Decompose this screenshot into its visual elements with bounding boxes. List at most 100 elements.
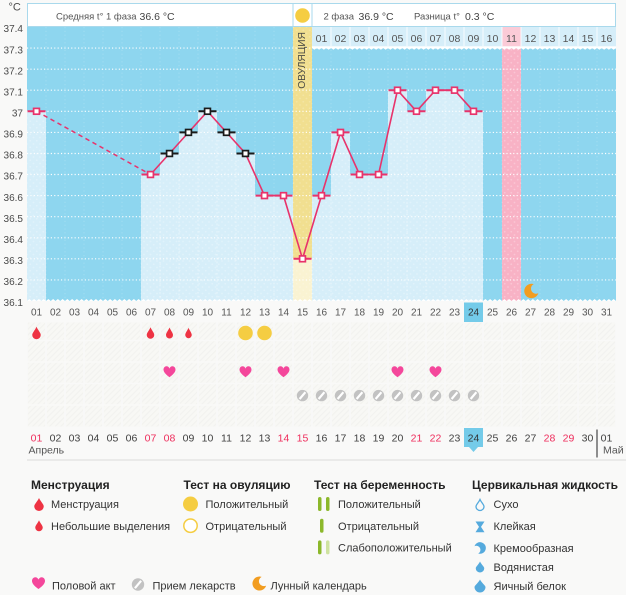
svg-text:Тест на беременность: Тест на беременность [314,478,445,492]
svg-text:36.1: 36.1 [4,298,24,309]
svg-text:08: 08 [164,308,176,319]
svg-text:36.7: 36.7 [4,172,24,183]
svg-text:Кремообразная: Кремообразная [494,543,574,555]
svg-text:16: 16 [601,33,613,45]
svg-text:Менструация: Менструация [31,478,110,492]
svg-text:07: 07 [430,33,442,45]
svg-text:09: 09 [468,33,480,45]
svg-text:07: 07 [145,308,157,319]
svg-text:Положительный: Положительный [206,499,289,511]
svg-text:05: 05 [392,33,404,45]
svg-text:23: 23 [449,433,461,445]
svg-text:09: 09 [183,433,195,445]
svg-text:01: 01 [316,33,328,45]
svg-text:19: 19 [373,433,385,445]
svg-text:01: 01 [31,308,43,319]
svg-text:05: 05 [107,308,119,319]
svg-text:10: 10 [202,308,214,319]
svg-text:16: 16 [316,433,328,445]
svg-text:03: 03 [69,308,81,319]
svg-text:08: 08 [164,433,176,445]
svg-text:02: 02 [50,433,62,445]
svg-text:36.6 °C: 36.6 °C [140,11,176,23]
svg-text:04: 04 [373,33,385,45]
svg-text:36.6: 36.6 [4,193,24,204]
svg-text:37.3: 37.3 [4,45,24,56]
svg-text:14: 14 [278,433,290,445]
svg-text:03: 03 [69,433,81,445]
svg-text:36.9 °C: 36.9 °C [359,11,395,23]
svg-text:Водянистая: Водянистая [494,562,554,574]
svg-text:36.3: 36.3 [4,256,24,267]
svg-text:12: 12 [240,433,252,445]
svg-text:0.3 °C: 0.3 °C [465,11,495,23]
svg-text:22: 22 [430,433,442,445]
svg-text:Тест на овуляцию: Тест на овуляцию [184,478,291,492]
svg-text:01: 01 [601,433,613,445]
svg-text:24: 24 [468,308,480,319]
svg-text:30: 30 [582,433,594,445]
svg-text:17: 17 [335,308,347,319]
svg-text:02: 02 [50,308,62,319]
svg-text:27: 27 [525,308,537,319]
svg-text:22: 22 [430,308,442,319]
svg-text:18: 18 [354,433,366,445]
svg-text:37.1: 37.1 [4,87,24,98]
svg-text:26: 26 [506,308,518,319]
svg-text:12: 12 [525,33,537,45]
svg-text:09: 09 [183,308,195,319]
svg-text:21: 21 [411,433,423,445]
svg-text:06: 06 [411,33,423,45]
svg-text:36.2: 36.2 [4,277,24,288]
svg-text:Отрицательный: Отрицательный [338,521,419,533]
svg-text:Цервикальная жидкость: Цервикальная жидкость [472,478,618,492]
svg-text:13: 13 [259,433,271,445]
svg-text:20: 20 [392,433,404,445]
svg-text:03: 03 [354,33,366,45]
svg-text:Положительный: Положительный [338,499,421,511]
svg-text:Апрель: Апрель [29,445,65,457]
svg-text:13: 13 [544,33,556,45]
svg-text:28: 28 [544,308,556,319]
svg-text:29: 29 [563,433,575,445]
svg-text:25: 25 [487,308,499,319]
svg-text:15: 15 [297,433,309,445]
svg-text:07: 07 [145,433,157,445]
svg-text:12: 12 [240,308,252,319]
svg-text:Разница t°: Разница t° [414,12,460,23]
svg-text:37.2: 37.2 [4,66,24,77]
svg-text:37: 37 [12,109,24,120]
svg-text:37.4: 37.4 [4,24,24,35]
svg-text:11: 11 [506,33,517,45]
svg-text:18: 18 [354,308,366,319]
svg-text:36.4: 36.4 [4,235,24,246]
svg-text:04: 04 [88,308,100,319]
svg-text:Май: Май [603,445,624,457]
svg-text:Отрицательный: Отрицательный [206,521,287,533]
svg-text:36.9: 36.9 [4,130,24,141]
svg-text:11: 11 [221,433,232,445]
svg-text:Лунный календарь: Лунный календарь [271,581,368,593]
svg-text:10: 10 [202,433,214,445]
svg-text:Небольшие выделения: Небольшие выделения [51,521,170,533]
svg-text:36.5: 36.5 [4,214,24,225]
svg-text:10: 10 [487,33,499,45]
svg-text:Яичный белок: Яичный белок [494,581,567,593]
svg-text:14: 14 [563,33,575,45]
svg-text:16: 16 [316,308,328,319]
svg-text:29: 29 [563,308,575,319]
svg-text:01: 01 [31,433,43,445]
svg-text:ОВУЛЯЦИЯ: ОВУЛЯЦИЯ [297,32,308,89]
svg-text:Клейкая: Клейкая [494,521,536,533]
svg-text:36.8: 36.8 [4,151,24,162]
svg-text:05: 05 [107,433,119,445]
svg-text:13: 13 [259,308,271,319]
svg-text:26: 26 [506,433,518,445]
svg-text:Прием лекарств: Прием лекарств [153,581,236,593]
svg-text:08: 08 [449,33,461,45]
svg-text:14: 14 [278,308,290,319]
svg-text:20: 20 [392,308,404,319]
svg-text:06: 06 [126,433,138,445]
svg-text:31: 31 [601,308,613,319]
svg-text:24: 24 [468,433,480,445]
